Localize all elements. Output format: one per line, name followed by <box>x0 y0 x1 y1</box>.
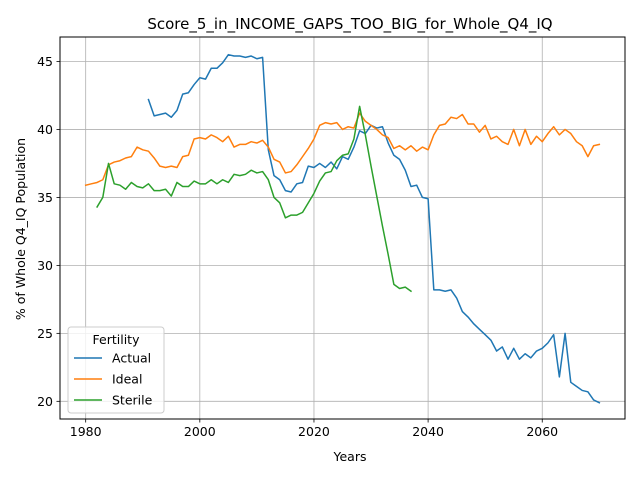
axis-ticks: 1980 2000 2020 2040 2060 20 25 30 35 40 45 <box>37 54 558 439</box>
legend-title: Fertility <box>93 332 141 347</box>
chart-title: Score_5_in_INCOME_GAPS_TOO_BIG_for_Whole… <box>147 15 552 34</box>
y-tick-label: 20 <box>37 394 53 409</box>
plot-frame <box>59 36 626 420</box>
series-layer <box>84 53 601 404</box>
legend-label-ideal: Ideal <box>112 372 142 387</box>
series-line-sterile <box>96 105 413 293</box>
x-tick-label: 2060 <box>526 424 558 439</box>
y-tick-label: 25 <box>37 326 53 341</box>
x-tick-label: 2000 <box>184 424 216 439</box>
y-tick-label: 35 <box>37 190 53 205</box>
series-line-ideal <box>84 112 601 187</box>
legend: Fertility Actual Ideal Sterile <box>67 326 165 414</box>
y-tick-label: 40 <box>37 122 53 137</box>
x-tick-label: 2020 <box>298 424 330 439</box>
x-tick-label: 2040 <box>412 424 444 439</box>
y-tick-label: 30 <box>37 258 53 273</box>
legend-box <box>67 326 165 414</box>
legend-label-sterile: Sterile <box>112 393 153 408</box>
x-axis-label: Years <box>333 449 367 464</box>
legend-label-actual: Actual <box>112 351 151 366</box>
y-tick-label: 45 <box>37 54 53 69</box>
x-tick-label: 1980 <box>70 424 102 439</box>
y-axis-label: % of Whole Q4_IQ Population <box>13 138 28 320</box>
